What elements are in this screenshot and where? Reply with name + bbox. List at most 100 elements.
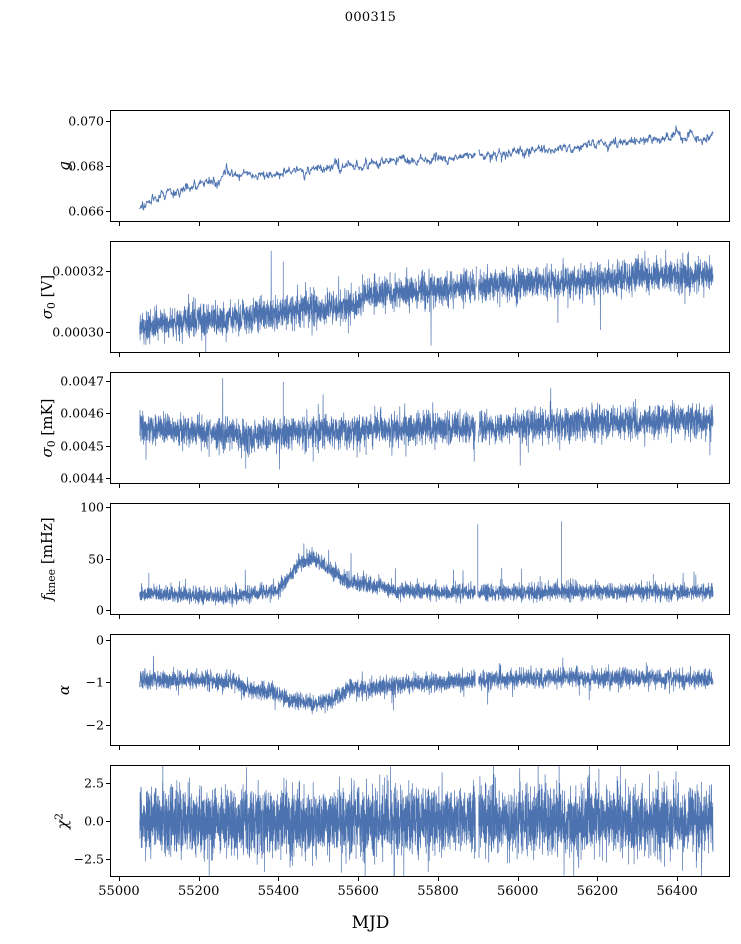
x-tick-mark-4-4 [437,746,439,750]
x-tick-mark-5-1 [198,877,200,881]
x-tick-mark-5-6 [597,877,599,881]
plot-panel-5: −2.5 0.0 2.5 χ2 55000 55200 55400 55600 55800 560… [53,765,730,899]
y-tick-mark-2-1 [106,445,110,447]
x-tick-mark-0-1 [198,222,200,226]
x-tick-mark-5-3 [358,877,360,881]
y-axis-label-4: α [55,684,73,696]
x-tick-mark-4-5 [517,746,519,750]
y-axis-label-3: fknee [mHz] [38,517,58,601]
y-tick-mark-4-0 [106,724,110,726]
y-tick-label-1-0: 0.00030 [52,324,104,340]
x-tick-mark-3-3 [358,615,360,619]
data-trace-4 [111,635,729,745]
plot-panel-3: 0 50 100 fknee [mHz] [38,500,730,619]
y-tick-label-4-0: −2 [85,717,104,733]
y-tick-mark-1-0 [106,332,110,334]
y-tick-label-3-0: 0 [96,602,104,618]
x-tick-mark-4-1 [198,746,200,750]
y-tick-label-2-2: 0.0046 [60,405,104,421]
y-tick-mark-3-2 [106,507,110,509]
y-tick-mark-5-1 [106,821,110,822]
y-tick-mark-4-1 [106,682,110,684]
x-tick-mark-0-6 [597,222,599,226]
x-tick-mark-1-2 [278,353,280,357]
y-tick-mark-2-0 [106,478,110,480]
x-tick-mark-0-7 [677,222,679,226]
y-tick-mark-5-0 [106,858,110,860]
y-tick-label-0-1: 0.068 [68,158,104,174]
x-tick-mark-5-5 [517,877,519,881]
x-tick-mark-0-0 [118,222,120,226]
y-tick-mark-3-1 [106,558,110,560]
y-tick-mark-5-2 [106,783,110,785]
y-axis-label-2: σ0 [mK] [38,398,58,458]
x-tick-mark-3-0 [118,615,120,619]
x-tick-mark-2-2 [278,484,280,488]
x-tick-mark-0-5 [517,222,519,226]
x-tick-mark-3-6 [597,615,599,619]
y-tick-label-2-3: 0.0047 [60,373,104,389]
x-tick-label-0: 55000 [98,884,140,899]
x-tick-mark-2-7 [677,484,679,488]
y-tick-mark-0-2 [106,121,110,123]
x-tick-label-1: 55200 [178,884,220,899]
x-axis-label: MJD [351,913,390,933]
x-tick-label-6: 56200 [576,884,619,899]
x-tick-mark-3-1 [198,615,200,619]
x-tick-mark-3-2 [278,615,280,619]
x-tick-label-5: 56000 [496,884,539,899]
x-tick-mark-3-7 [677,615,679,619]
x-tick-mark-3-4 [437,615,439,619]
y-tick-label-0-2: 0.070 [68,113,104,129]
data-trace-1 [111,242,729,352]
y-tick-mark-2-3 [106,381,110,383]
plot-panel-4: −2 −1 0 α [55,633,730,750]
x-tick-mark-2-0 [118,484,120,488]
data-trace-0 [111,111,729,221]
data-trace-3 [111,504,729,614]
data-trace-5 [111,766,729,876]
y-tick-label-3-2: 100 [80,499,104,515]
plot-panel-2: 0.0044 0.0045 0.0046 0.0047 σ0 [mK] [38,372,730,488]
y-tick-label-1-1: 0.00032 [52,263,104,279]
x-tick-mark-1-6 [597,353,599,357]
x-tick-mark-2-5 [517,484,519,488]
data-trace-2 [111,373,729,483]
x-tick-mark-1-3 [358,353,360,357]
x-tick-mark-4-2 [278,746,280,750]
x-tick-mark-1-0 [118,353,120,357]
y-tick-label-2-1: 0.0045 [60,438,104,454]
x-tick-mark-5-7 [677,877,679,881]
y-tick-mark-3-0 [106,610,110,612]
figure-title: 000315 [344,10,397,25]
y-tick-mark-4-2 [106,640,110,642]
y-axis-label-0: g [55,161,73,171]
y-tick-mark-1-1 [106,271,110,273]
x-tick-mark-0-3 [358,222,360,226]
x-tick-label-3: 55600 [337,884,379,899]
y-tick-label-4-1: −1 [85,674,104,690]
y-tick-label-2-0: 0.0044 [60,470,104,486]
x-tick-mark-4-0 [118,746,120,750]
x-tick-mark-5-4 [437,877,439,881]
x-tick-mark-2-4 [437,484,439,488]
y-tick-mark-0-1 [106,166,110,167]
x-tick-mark-0-2 [278,222,280,226]
x-tick-mark-1-1 [198,353,200,357]
x-tick-mark-1-4 [437,353,439,357]
x-tick-mark-5-0 [118,877,120,881]
y-axis-label-1: σ0 [V] [38,274,58,320]
plot-panel-1: 0.00030 0.00032 σ0 [V] [38,241,730,357]
x-tick-label-7: 56400 [656,884,698,899]
x-tick-mark-4-3 [358,746,360,750]
x-tick-mark-2-1 [198,484,200,488]
y-tick-mark-0-0 [106,210,110,212]
y-tick-label-0-0: 0.066 [68,203,104,219]
y-tick-label-3-1: 50 [88,551,104,567]
y-tick-label-5-1: 0.0 [84,813,104,829]
x-tick-mark-1-7 [677,353,679,357]
y-tick-label-5-2: 2.5 [84,775,104,791]
x-tick-mark-2-3 [358,484,360,488]
y-tick-label-5-0: −2.5 [73,851,104,867]
